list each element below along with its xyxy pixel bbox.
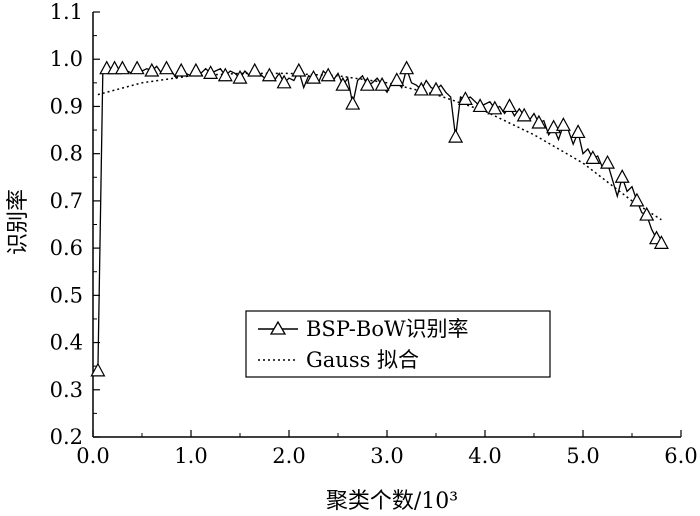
data-point-marker: [457, 91, 473, 105]
data-point-marker: [428, 81, 444, 96]
data-point-marker: [614, 169, 630, 183]
y-tick-label: 0.4: [50, 331, 83, 355]
data-point-marker: [585, 150, 601, 164]
x-tick-label: 5.0: [566, 444, 599, 468]
data-point-marker: [203, 65, 219, 79]
data-point-marker: [472, 98, 488, 113]
y-tick-label: 0.9: [50, 94, 83, 118]
legend-label-bsp: BSP-BoW识别率: [306, 317, 469, 341]
data-point-marker: [158, 60, 175, 75]
x-tick-label: 0.0: [76, 444, 109, 468]
data-point-marker: [247, 62, 263, 77]
data-point-marker: [345, 95, 361, 110]
data-point-marker: [389, 72, 405, 87]
data-point-marker: [359, 76, 375, 91]
data-point-marker: [399, 60, 415, 75]
y-tick-label: 1.1: [50, 0, 83, 24]
x-tick-label: 6.0: [664, 444, 697, 468]
data-point-marker: [114, 60, 130, 75]
data-point-marker: [335, 76, 351, 91]
data-point-marker: [217, 67, 233, 82]
y-tick-label: 0.3: [50, 378, 83, 402]
tick-labels: 0.0 1.0 2.0 3.0 4.0 5.0 6.0 0.2 0.3 0.4 0.5 0.6 0.7 0…: [50, 0, 698, 468]
y-tick-label: 0.8: [50, 142, 83, 166]
data-point-marker: [448, 128, 464, 143]
data-point-marker: [516, 107, 532, 122]
legend-box: [245, 310, 551, 378]
legend: BSP-BoW识别率 Gauss 拟合: [245, 310, 551, 378]
y-tick-label: 0.6: [50, 236, 83, 260]
series-layer: [90, 60, 669, 377]
data-point-marker: [599, 154, 616, 169]
data-point-marker: [555, 117, 571, 131]
data-point-marker: [639, 206, 655, 221]
data-point-marker: [570, 124, 586, 139]
data-point-marker: [413, 81, 429, 96]
y-tick-label: 0.7: [50, 189, 83, 213]
data-point-marker: [188, 62, 204, 77]
legend-label-gauss: Gauss 拟合: [306, 348, 419, 372]
data-point-marker: [232, 69, 248, 84]
x-tick-label: 4.0: [468, 444, 501, 468]
data-point-marker: [276, 74, 292, 89]
data-point-marker: [653, 235, 669, 249]
y-tick-label: 0.2: [50, 425, 83, 449]
data-point-marker: [320, 67, 336, 82]
series-line-gauss: [97, 72, 662, 221]
data-point-marker: [501, 98, 518, 113]
y-tick-label: 1.0: [50, 47, 83, 71]
x-axis-title: 聚类个数/10³: [326, 489, 458, 514]
y-tick-label: 0.5: [50, 283, 83, 307]
data-point-marker: [629, 192, 645, 207]
x-tick-label: 3.0: [370, 444, 403, 468]
legend-marker-bsp: [269, 320, 287, 335]
data-point-marker: [487, 100, 503, 115]
data-point-marker: [144, 62, 160, 77]
data-point-marker: [129, 60, 145, 75]
data-point-marker: [531, 114, 547, 129]
x-tick-label: 1.0: [174, 444, 207, 468]
y-axis-title: 识别率: [6, 189, 31, 255]
data-point-marker: [374, 76, 390, 91]
data-point-marker: [173, 62, 189, 77]
data-point-marker: [291, 62, 307, 77]
data-point-marker: [261, 67, 277, 82]
data-point-marker: [90, 362, 106, 377]
x-tick-label: 2.0: [272, 444, 305, 468]
data-point-marker: [305, 69, 322, 84]
